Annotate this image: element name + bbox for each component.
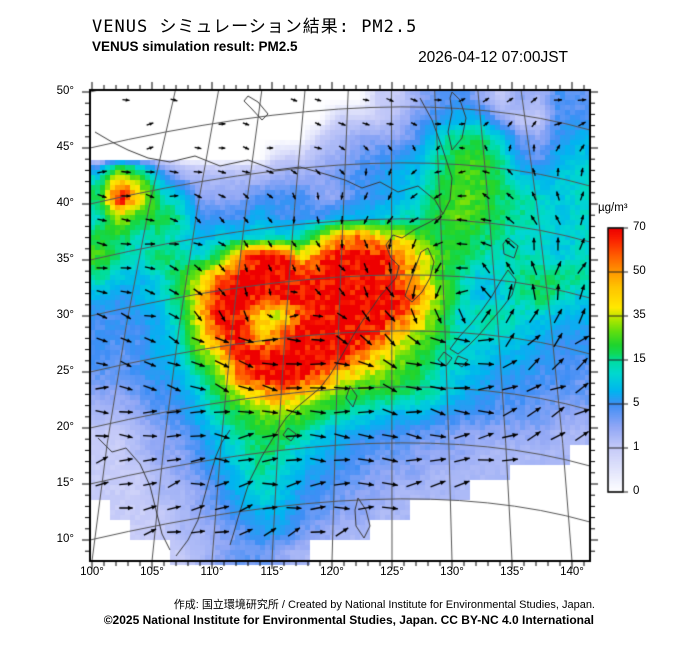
page-subtitle: VENUS simulation result: PM2.5 — [92, 39, 298, 54]
lon-tick-label: 135° — [500, 566, 524, 578]
lon-tick-label: 125° — [380, 566, 404, 578]
datetime-label: 2026-04-12 07:00JST — [418, 49, 568, 66]
credit-line: 作成: 国立環境研究所 / Created by National Instit… — [173, 599, 595, 611]
lat-tick-label: 15° — [56, 477, 74, 489]
colorbar-tick-label: 70 — [633, 221, 646, 233]
lat-tick-label: 40° — [56, 197, 74, 209]
lon-tick-label: 120° — [320, 566, 344, 578]
lon-tick-label: 110° — [200, 566, 224, 578]
lat-tick-label: 50° — [56, 85, 74, 97]
colorbar-tick-label: 5 — [633, 397, 640, 409]
lon-tick-label: 130° — [440, 566, 464, 578]
license-line: ©2025 National Institute for Environment… — [103, 613, 594, 627]
lat-tick-label: 10° — [56, 533, 74, 545]
lon-tick-label: 115° — [260, 566, 284, 578]
colorbar-tick-label: 1 — [633, 441, 640, 453]
colorbar-tick-label: 0 — [633, 485, 640, 497]
lat-tick-label: 20° — [56, 421, 74, 433]
lat-tick-label: 25° — [56, 365, 74, 377]
colorbar-tick-label: 15 — [633, 353, 646, 365]
lon-tick-label: 140° — [560, 566, 584, 578]
lat-tick-label: 35° — [56, 253, 74, 265]
colorbar-tick-label: 50 — [633, 265, 646, 277]
lat-tick-label: 30° — [56, 309, 74, 321]
colorbar-unit-label: µg/m³ — [598, 202, 628, 214]
lat-tick-label: 45° — [56, 141, 74, 153]
colorbar-tick-label: 35 — [633, 309, 646, 321]
lon-tick-label: 105° — [140, 566, 164, 578]
lon-tick-label: 100° — [80, 566, 104, 578]
page-title: VENUS シミュレーション結果: PM2.5 — [92, 17, 418, 37]
